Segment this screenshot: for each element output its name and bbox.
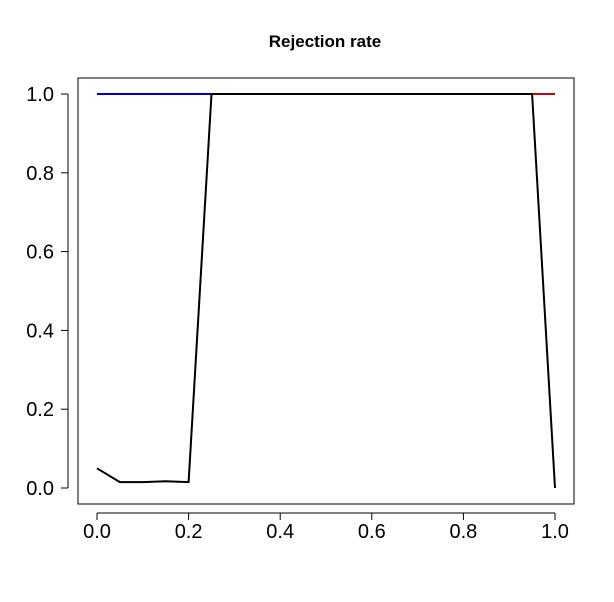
y-tick-label: 0.6 bbox=[26, 242, 54, 264]
x-tick-label: 0.2 bbox=[175, 521, 203, 543]
chart-title: Rejection rate bbox=[269, 32, 381, 51]
x-tick-label: 0.8 bbox=[449, 521, 477, 543]
y-axis: 0.0 0.2 0.4 0.6 0.8 1.0 bbox=[26, 84, 69, 500]
plot-frame bbox=[77, 77, 575, 505]
x-tick-label: 0.6 bbox=[358, 521, 386, 543]
y-tick-label: 1.0 bbox=[26, 84, 54, 106]
y-tick-label: 0.0 bbox=[26, 478, 54, 500]
y-tick-label: 0.8 bbox=[26, 163, 54, 185]
y-tick-label: 0.2 bbox=[26, 399, 54, 421]
series-lines bbox=[96, 93, 556, 489]
x-tick-label: 0.4 bbox=[266, 521, 294, 543]
series-line-2 bbox=[96, 93, 556, 489]
x-axis: 0.0 0.2 0.4 0.6 0.8 1.0 bbox=[83, 512, 569, 543]
x-tick-label: 1.0 bbox=[541, 521, 569, 543]
x-tick-label: 0.0 bbox=[83, 521, 111, 543]
y-tick-label: 0.4 bbox=[26, 320, 54, 342]
